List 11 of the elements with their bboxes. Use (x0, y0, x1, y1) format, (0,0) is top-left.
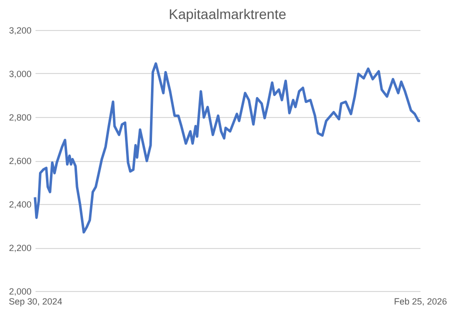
y-tick-label: 3,000 (8, 69, 32, 79)
chart-title: Kapitaalmarktrente (168, 6, 286, 22)
y-tick-label: 2,200 (8, 243, 32, 253)
y-tick-label: 2,600 (8, 156, 32, 166)
x-tick-label: Feb 25, 2026 (394, 296, 448, 306)
y-tick-label: 3,200 (8, 26, 32, 36)
line-series (34, 62, 422, 234)
x-tick-label: Sep 30, 2024 (8, 296, 62, 306)
y-tick-label: 2,800 (8, 112, 32, 122)
y-tick-label: 2,400 (8, 200, 32, 210)
y-tick-label: 2,000 (8, 286, 32, 296)
